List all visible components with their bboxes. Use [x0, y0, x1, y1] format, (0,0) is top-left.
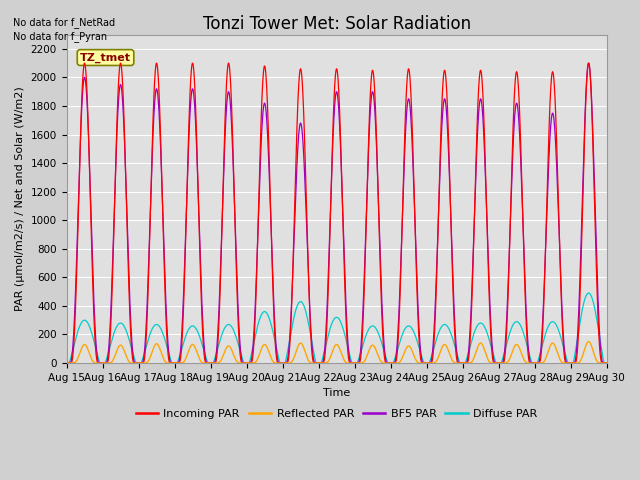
X-axis label: Time: Time [323, 388, 350, 398]
Text: No data for f_NetRad: No data for f_NetRad [13, 17, 115, 28]
Legend: Incoming PAR, Reflected PAR, BF5 PAR, Diffuse PAR: Incoming PAR, Reflected PAR, BF5 PAR, Di… [131, 404, 542, 423]
Text: TZ_tmet: TZ_tmet [80, 52, 131, 63]
Text: No data for f_Pyran: No data for f_Pyran [13, 31, 107, 42]
Y-axis label: PAR (μmol/m2/s) / Net and Solar (W/m2): PAR (μmol/m2/s) / Net and Solar (W/m2) [15, 86, 25, 311]
Title: Tonzi Tower Met: Solar Radiation: Tonzi Tower Met: Solar Radiation [202, 15, 470, 33]
